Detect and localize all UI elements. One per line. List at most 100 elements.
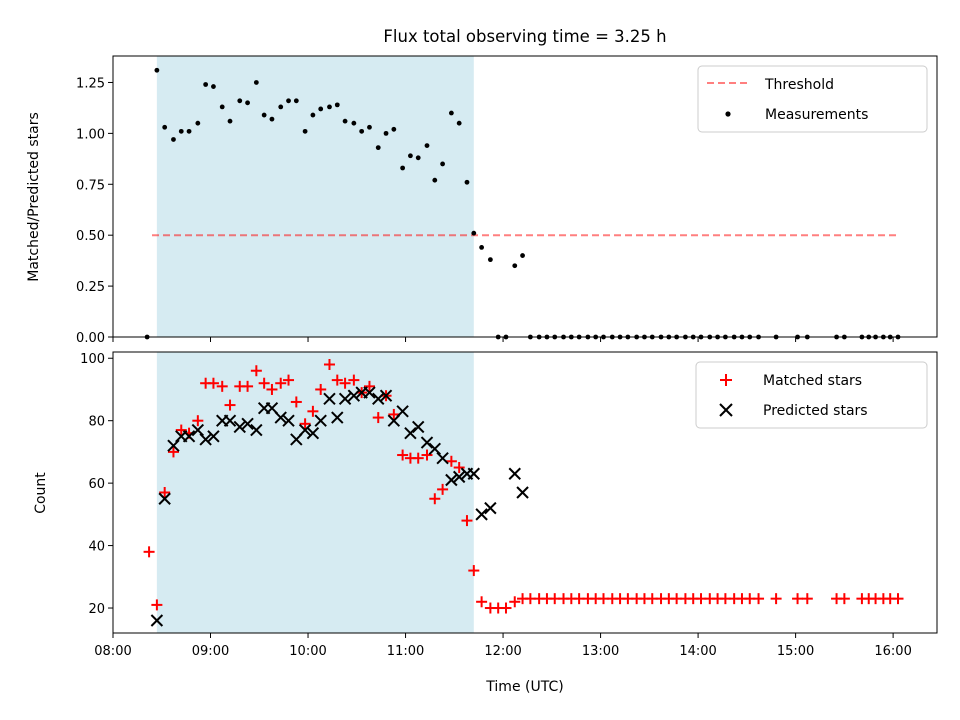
predicted-star-stroke-b — [323, 392, 336, 406]
predicted-star-stroke-b — [274, 411, 287, 424]
predicted-star-stroke-b — [436, 451, 449, 465]
top-y-tick-label: 0.00 — [76, 331, 105, 346]
legend-predicted-label: Predicted stars — [763, 403, 868, 419]
predicted-star-stroke-b — [428, 442, 442, 455]
measurement-point — [318, 106, 324, 112]
bottom-y-tick-label: 40 — [88, 540, 105, 555]
measurement-point — [203, 82, 209, 87]
top-y-tick-label: 0.50 — [76, 229, 105, 244]
predicted-star-stroke-b — [241, 417, 254, 431]
measurement-point — [456, 120, 462, 126]
top-axes-frame — [112, 55, 938, 338]
predicted-star-stroke-b — [282, 414, 295, 427]
matched-star-point — [792, 593, 804, 605]
legend-threshold-label: Threshold — [764, 77, 834, 93]
measurement-point — [400, 165, 406, 171]
predicted-star-point — [233, 420, 246, 434]
measurement-point — [269, 116, 275, 122]
measurement-point — [178, 128, 184, 134]
matched-star-point — [167, 446, 179, 458]
measurement-point — [186, 128, 192, 134]
matched-star-point — [476, 596, 488, 608]
matched-star-point — [331, 374, 343, 386]
bottom-axes-frame — [112, 351, 938, 634]
measurement-point — [154, 67, 160, 73]
bottom-x-tick-label: 13:00 — [582, 644, 619, 659]
predicted-star-point — [158, 492, 171, 505]
matched-stars-series — [143, 358, 904, 614]
predicted-star-point — [323, 392, 336, 406]
predicted-star-stroke-b — [150, 614, 164, 627]
predicted-star-point — [282, 414, 295, 427]
legend-measurements-label: Measurements — [765, 107, 868, 123]
predicted-star-point — [379, 389, 393, 402]
predicted-star-stroke-b — [396, 405, 409, 418]
measurement-point — [286, 98, 291, 104]
measurement-point — [520, 253, 525, 258]
matched-star-point — [283, 374, 295, 386]
measurement-point — [227, 118, 233, 124]
predicted-star-point — [250, 423, 263, 437]
matched-star-point — [753, 593, 765, 605]
predicted-star-stroke-b — [363, 386, 376, 399]
matched-star-point — [159, 487, 171, 498]
measurement-point — [219, 104, 225, 110]
predicted-star-point — [314, 414, 327, 427]
measurement-point — [440, 161, 445, 167]
measurement-point — [487, 257, 493, 263]
predicted-star-stroke-b — [233, 420, 246, 434]
top-y-tick-label: 1.00 — [76, 127, 105, 142]
predicted-star-point — [396, 405, 409, 418]
measurement-point — [383, 130, 389, 136]
predicted-star-point — [331, 411, 344, 424]
matched-star-point — [892, 593, 904, 605]
top-legend-box — [697, 65, 928, 133]
predicted-star-point — [412, 420, 425, 434]
matched-star-point — [372, 412, 384, 424]
matched-star-point — [500, 602, 512, 614]
predicted-star-point — [475, 508, 488, 521]
bottom-x-tick-label: 14:00 — [679, 644, 716, 659]
top-y-tick-label: 1.25 — [76, 76, 105, 91]
measurement-point — [432, 177, 438, 183]
predicted-star-point — [199, 433, 212, 446]
predicted-star-stroke-b — [404, 426, 417, 440]
predicted-star-point — [241, 417, 254, 431]
predicted-star-stroke-b — [199, 433, 212, 446]
measurement-point — [342, 118, 348, 124]
matched-star-point — [307, 405, 319, 417]
matched-star-point — [348, 374, 360, 386]
predicted-star-stroke-b — [306, 426, 320, 440]
predicted-star-point — [298, 423, 312, 437]
measurement-point — [162, 124, 168, 130]
bottom-x-tick-label: 16:00 — [874, 644, 911, 659]
predicted-star-stroke-b — [379, 389, 393, 402]
predicted-star-stroke-b — [223, 414, 237, 427]
predicted-star-stroke-b — [167, 439, 180, 452]
matched-star-point — [397, 449, 409, 461]
bottom-x-tick-label: 11:00 — [387, 644, 424, 659]
bottom-x-tick-label: 10:00 — [289, 644, 326, 659]
measurement-point — [359, 128, 365, 134]
predicted-star-point — [372, 392, 385, 406]
predicted-star-point — [207, 430, 220, 443]
predicted-star-point — [484, 501, 497, 515]
matched-star-point — [445, 455, 457, 467]
matched-star-point — [323, 358, 335, 370]
predicted-star-point — [467, 467, 481, 480]
measurement-point — [464, 179, 470, 185]
matched-star-point — [770, 593, 782, 605]
matched-star-point — [250, 365, 262, 377]
predicted-star-point — [167, 439, 180, 452]
bottom-x-tick-label: 08:00 — [94, 644, 131, 659]
matched-star-point — [421, 449, 433, 461]
predicted-star-stroke-b — [467, 467, 481, 480]
top-y-tick-label: 0.75 — [76, 178, 105, 193]
top-x-ticks — [112, 337, 894, 342]
bottom-x-ticks: 08:00 09:00 10:00 11:00 12:00 13:00 14:00 15:00… — [94, 633, 912, 659]
measurement-point — [211, 84, 216, 89]
measurement-point — [391, 126, 397, 132]
legend-matched-label: Matched stars — [763, 373, 862, 389]
matched-star-point — [363, 380, 375, 392]
